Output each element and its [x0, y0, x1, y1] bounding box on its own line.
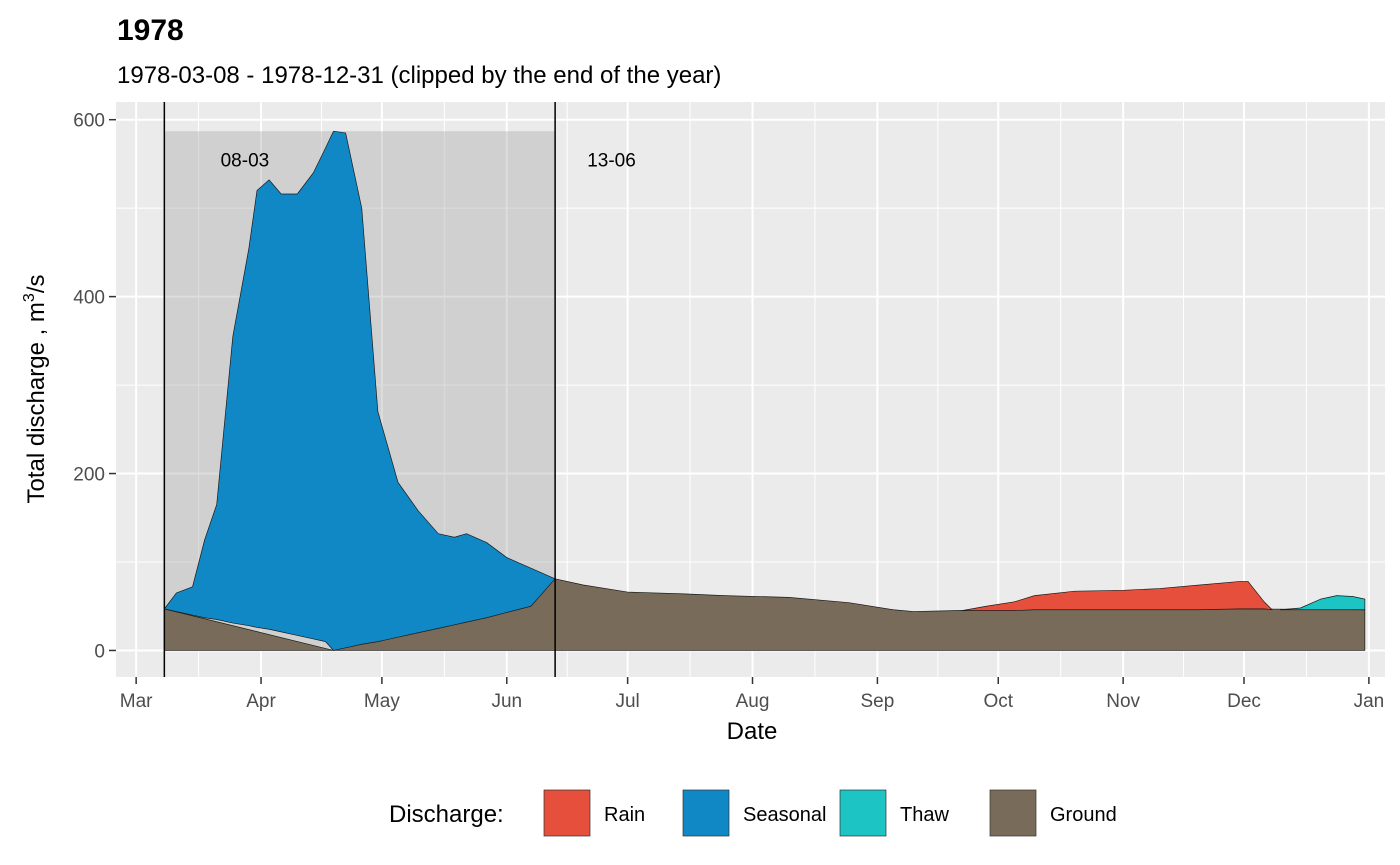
- y-tick-label-600: 600: [73, 111, 105, 132]
- legend-key-ground: [989, 789, 1037, 837]
- y-axis: 0 200 400 600: [73, 111, 116, 662]
- x-axis-title: Date: [727, 718, 778, 745]
- chart-subtitle: 1978-03-08 - 1978-12-31 (clipped by the …: [117, 62, 721, 89]
- legend-label-ground: Ground: [1050, 804, 1117, 826]
- annotation-08-03: 08-03: [221, 151, 270, 172]
- legend-label-seasonal: Seasonal: [743, 804, 826, 826]
- x-tick-label-jul: Jul: [615, 691, 639, 712]
- x-tick-label-jan: Jan: [1354, 691, 1385, 712]
- legend-key-seasonal: [682, 789, 730, 837]
- legend-label-rain: Rain: [604, 804, 645, 826]
- area-rain: [961, 581, 1273, 611]
- x-tick-label-sep: Sep: [860, 691, 894, 712]
- x-tick-label-dec: Dec: [1227, 691, 1261, 712]
- x-tick-label-nov: Nov: [1106, 691, 1140, 712]
- flood-period-lines: [163, 102, 556, 677]
- y-axis-title: Total discharge , m3/s: [21, 275, 50, 504]
- x-tick-label-may: May: [364, 691, 400, 712]
- legend: Discharge: Rain Seasonal Thaw Ground: [389, 789, 1117, 837]
- legend-label-thaw: Thaw: [900, 804, 949, 826]
- y-axis-title-unit: /s: [23, 275, 50, 294]
- x-axis: Mar Apr May Jun Jul Aug Sep Oct Nov Dec Jan: [120, 677, 1384, 712]
- legend-key-thaw: [839, 789, 887, 837]
- legend-title: Discharge:: [389, 801, 504, 828]
- y-tick-label-400: 400: [73, 288, 105, 309]
- y-axis-title-main: Total discharge , m: [23, 302, 50, 503]
- y-tick-label-200: 200: [73, 465, 105, 486]
- flood-annotations: 08-03 13-06: [221, 151, 636, 172]
- area-thaw: [1279, 595, 1366, 611]
- x-tick-label-oct: Oct: [983, 691, 1013, 712]
- annotation-13-06: 13-06: [587, 151, 636, 172]
- legend-key-rain: [543, 789, 591, 837]
- discharge-areas: [163, 130, 1366, 651]
- area-ground: [163, 578, 1366, 651]
- x-tick-label-aug: Aug: [736, 691, 770, 712]
- chart-title: 1978: [117, 14, 184, 47]
- x-tick-label-apr: Apr: [246, 691, 276, 712]
- y-tick-label-0: 0: [94, 641, 105, 662]
- y-axis-title-superscript: 3: [21, 293, 38, 302]
- x-tick-label-jun: Jun: [491, 691, 522, 712]
- x-tick-label-mar: Mar: [120, 691, 153, 712]
